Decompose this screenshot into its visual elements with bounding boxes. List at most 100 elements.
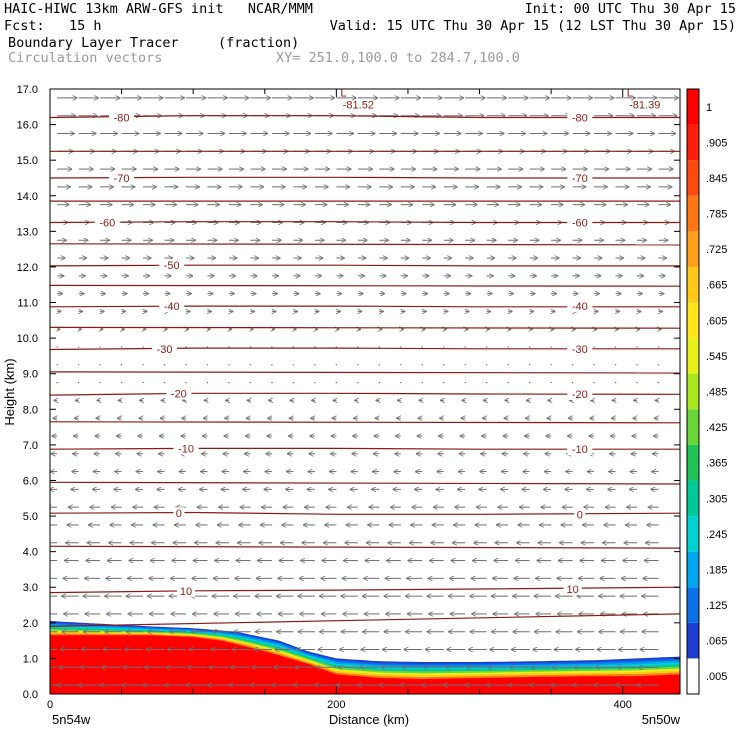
contour-label: 10 <box>180 586 192 598</box>
contour-label: 0 <box>176 508 182 520</box>
colorbar-swatch <box>687 409 699 445</box>
contour-labels: -80 -80 -70 -70 -60 -60 -50 -40 -40 -30 -30 -20 -20 -… <box>94 88 660 598</box>
wind-vector <box>249 346 252 348</box>
wind-vector <box>636 346 638 348</box>
y-tick-label: 8.0 <box>23 404 38 416</box>
colorbar-label: .485 <box>706 387 727 399</box>
wind-vector <box>335 381 338 384</box>
temperature-contour <box>50 586 680 594</box>
colorbar-swatch <box>687 622 699 659</box>
wind-vector <box>636 364 638 366</box>
wind-vector <box>271 364 273 366</box>
wind-vector <box>77 381 80 384</box>
colorbar: .005 .065 .125 .185 .245 .305 .365 .425 .485 .545… <box>686 88 727 695</box>
wind-vector <box>99 381 101 384</box>
wind-vector <box>614 346 617 348</box>
contour-label-bg <box>109 171 135 184</box>
y-tick-label: 15.0 <box>17 155 38 167</box>
wind-vector <box>593 346 595 348</box>
wind-vector <box>56 346 58 348</box>
wind-vector <box>571 364 574 366</box>
minimum-value: -81.39 <box>629 100 660 112</box>
temperature-contour <box>50 326 680 329</box>
colorbar-label: .665 <box>706 280 727 292</box>
contour-label-bg <box>152 342 178 355</box>
colorbar-swatch <box>687 302 699 339</box>
wind-vector <box>99 346 101 348</box>
wind-vector <box>550 346 552 348</box>
colorbar-swatch <box>687 444 699 481</box>
wind-vector <box>206 381 209 384</box>
vector-field-name: Circulation vectors <box>8 50 163 66</box>
contour-label: -10 <box>178 443 194 455</box>
x-axis-label: Distance (km) <box>329 712 409 727</box>
wind-vector <box>421 381 423 384</box>
wind-vector <box>400 364 402 366</box>
plot-frame <box>49 88 681 695</box>
temperature-contour <box>50 264 680 267</box>
y-tick-label: 1.0 <box>23 653 38 665</box>
colorbar-swatch <box>687 124 699 161</box>
wind-vector <box>99 364 101 366</box>
wind-vector <box>657 364 660 366</box>
temperature-contour <box>50 243 680 246</box>
wind-vector <box>400 346 402 348</box>
wind-vector <box>56 364 58 366</box>
wind-vector <box>292 346 295 348</box>
temperature-contour <box>50 176 680 179</box>
wind-vector <box>528 364 531 366</box>
contour-label-bg <box>567 171 593 184</box>
contour-label-bg <box>563 583 582 596</box>
colorbar-swatch <box>687 587 699 623</box>
contour-label-bg <box>567 387 593 400</box>
colorbar-swatch <box>687 516 699 552</box>
wind-vector <box>228 381 230 384</box>
wind-vector <box>357 364 359 366</box>
contour-label: -20 <box>171 388 187 400</box>
forecast-hour: Fcst: 15 h <box>4 18 102 34</box>
temperature-contour <box>50 371 680 374</box>
colorbar-swatch <box>687 231 699 267</box>
colorbar-label: .605 <box>706 315 727 327</box>
temperature-contour <box>50 284 680 287</box>
colorbar-label: .305 <box>706 493 727 505</box>
contour-label-bg <box>567 342 593 355</box>
contour-label: -40 <box>164 301 180 313</box>
wind-vector <box>378 346 381 348</box>
contour-label: -30 <box>157 344 173 356</box>
colorbar-swatch <box>687 658 699 694</box>
contour-label-bg <box>567 111 593 124</box>
colorbar-swatch <box>687 480 699 517</box>
wind-vector <box>657 381 660 384</box>
axes: 0.0 1.0 2.0 3.0 4.0 5.0 6.0 7.0 8.0 9.0 10.0 11.0 12… <box>17 84 680 711</box>
wind-vector <box>142 346 144 348</box>
wind-vector <box>464 364 466 366</box>
x-tick-label: 200 <box>327 699 345 711</box>
wind-vector <box>228 346 230 348</box>
y-tick-label: 5.0 <box>23 511 38 523</box>
wind-vector <box>314 381 316 384</box>
contour-label: -20 <box>572 389 588 401</box>
wind-vector <box>443 346 445 348</box>
wind-vector <box>593 364 595 366</box>
wind-vector <box>335 346 338 348</box>
colorbar-swatch <box>687 338 699 374</box>
contour-label-bg <box>567 216 593 229</box>
colorbar-label: .425 <box>706 422 727 434</box>
wind-vector <box>636 381 638 384</box>
colorbar-label: 1 <box>706 102 712 114</box>
contour-label-bg <box>173 507 185 520</box>
wind-vector <box>292 364 295 366</box>
y-tick-label: 3.0 <box>23 582 38 594</box>
contour-label: -40 <box>572 301 588 313</box>
wind-vector <box>486 381 488 384</box>
temperature-contour <box>50 545 680 549</box>
colorbar-swatch <box>687 195 699 232</box>
contour-label-bg <box>159 300 185 313</box>
y-tick-label: 4.0 <box>23 547 38 559</box>
wind-vector <box>206 346 209 348</box>
wind-vector <box>507 364 509 366</box>
temperature-contour <box>50 447 680 450</box>
wind-vector <box>292 381 295 384</box>
contour-label: -30 <box>572 344 588 356</box>
